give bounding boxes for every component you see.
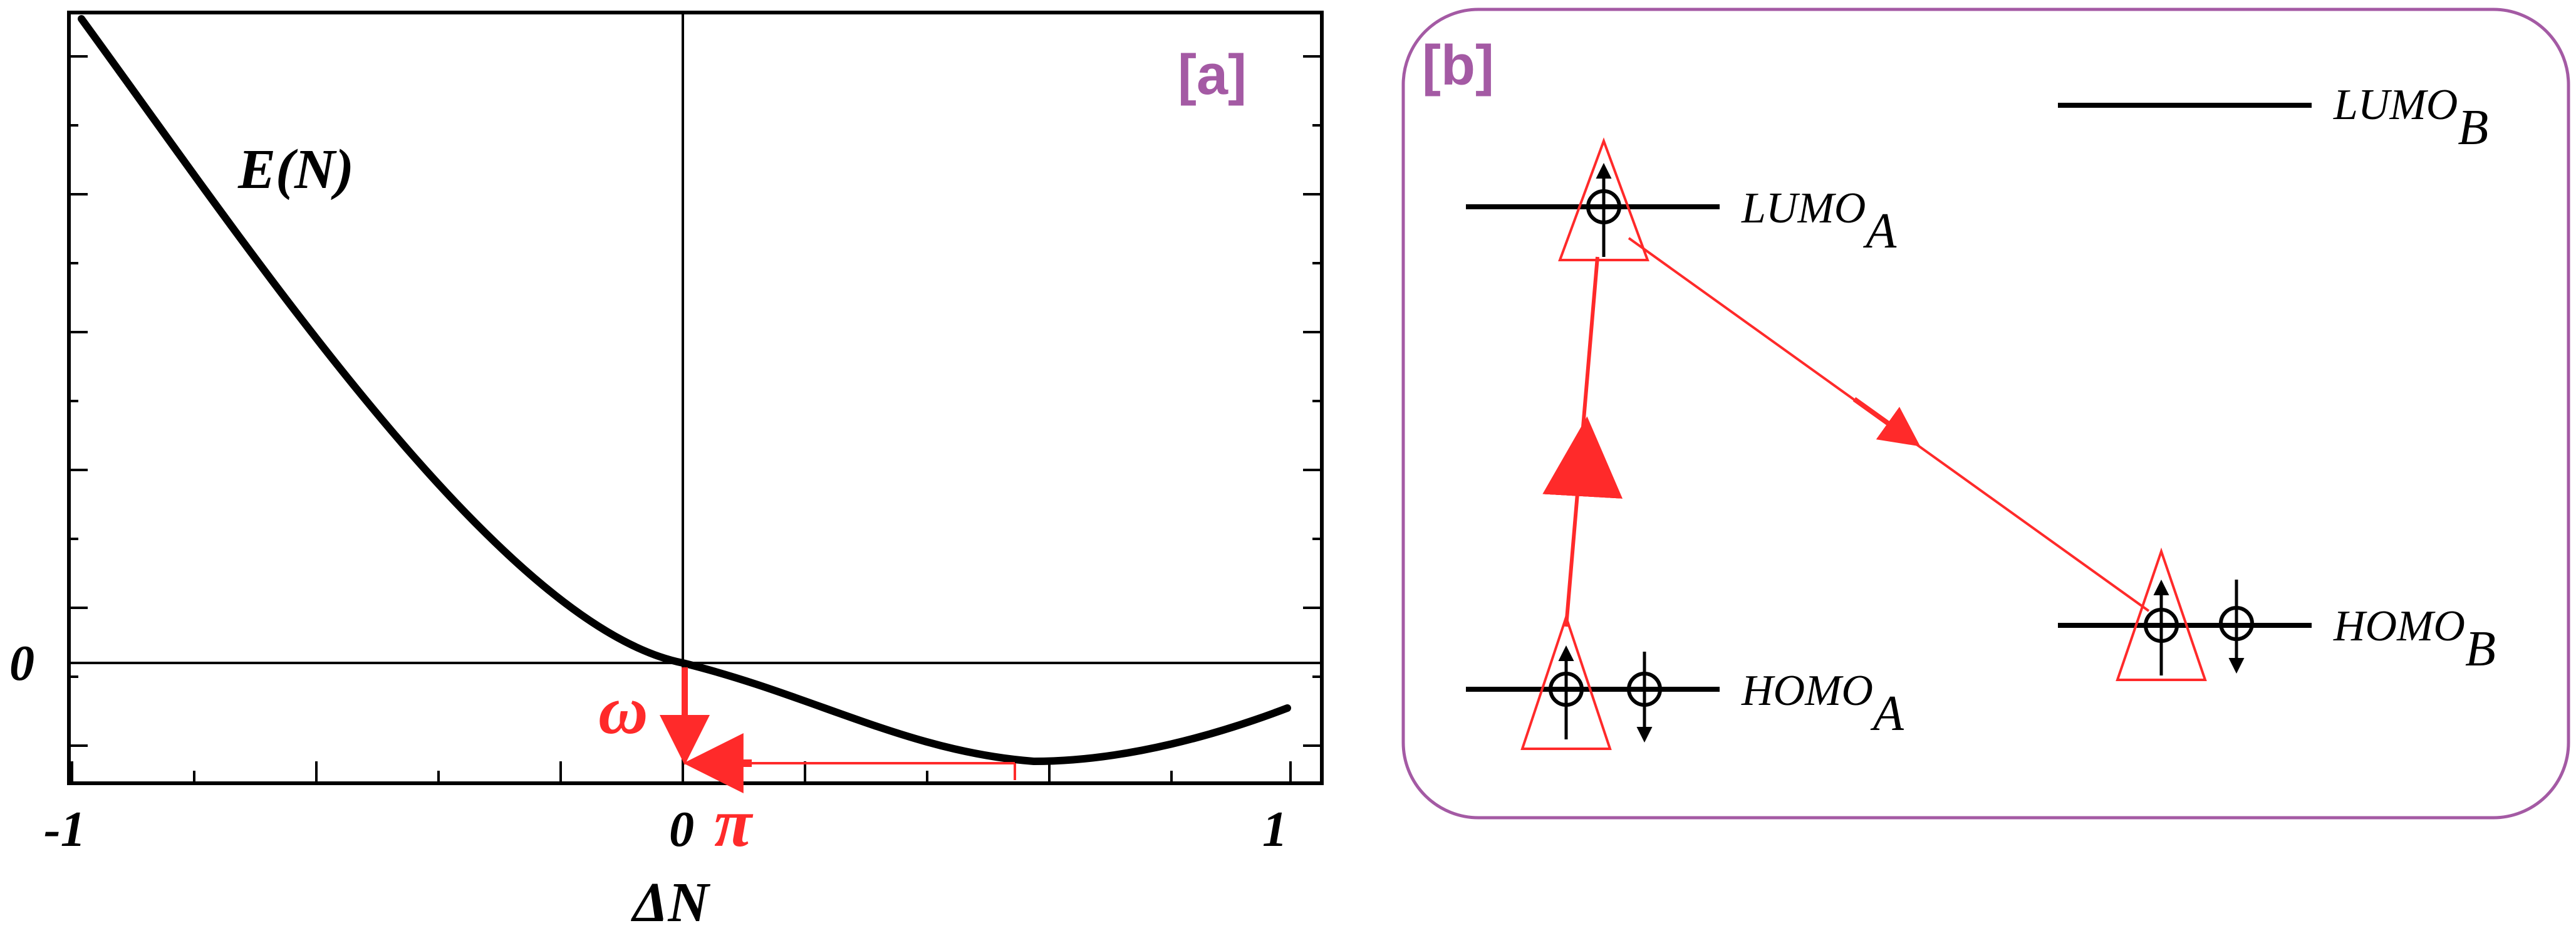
lumo-a-to-homo-b-head: [1852, 397, 1921, 447]
x-tick-0: 0: [669, 802, 694, 857]
homo-a-electron-up: [1549, 645, 1584, 739]
panel-a-bottom-ticks: [71, 761, 1292, 783]
panel-b: [b] LUMOA HOMOA LUMOB HOMOB: [1401, 8, 2570, 820]
pi-label: π: [714, 785, 754, 861]
panel-a-red-construction: [660, 667, 1016, 793]
homo-b-label: HOMOB: [2333, 602, 2496, 677]
x-tick-minus-1: -1: [44, 802, 86, 857]
homo-b-electron-down: [2219, 580, 2254, 674]
x-axis-label: ΔN: [631, 872, 710, 928]
panel-a-left-ticks: [69, 55, 88, 747]
triangle-lumo-a: [1558, 137, 1649, 261]
lumo-a-electron: [1586, 163, 1621, 257]
energy-curve: [78, 15, 1291, 766]
triangle-homo-a: [1520, 613, 1612, 750]
panel-b-frame: [1401, 8, 2570, 820]
triangle-homo-b: [2116, 547, 2207, 681]
lumo-a-label: LUMOA: [1741, 184, 1897, 259]
omega-label: ω: [598, 672, 648, 748]
panel-a: [a] E(N) 0 -1 0 1 ΔN ω π: [9, 11, 1324, 928]
homo-b-electron-up: [2144, 580, 2179, 675]
curve-label: E(N): [237, 138, 354, 201]
red-triangles: [1520, 137, 2207, 750]
homo-a-electron-down: [1627, 652, 1662, 743]
x-tick-1: 1: [1262, 802, 1287, 857]
homo-a-to-lumo-a-head: [1542, 416, 1623, 499]
homo-a-label: HOMOA: [1741, 667, 1904, 741]
panel-a-right-ticks: [1303, 55, 1322, 747]
panel-b-tag: [b]: [1422, 34, 1494, 97]
transfer-arrows: [1542, 237, 2150, 627]
lumo-b-label: LUMOB: [2333, 81, 2488, 155]
panel-a-tag: [a]: [1178, 44, 1247, 107]
y-tick-0: 0: [9, 636, 34, 691]
